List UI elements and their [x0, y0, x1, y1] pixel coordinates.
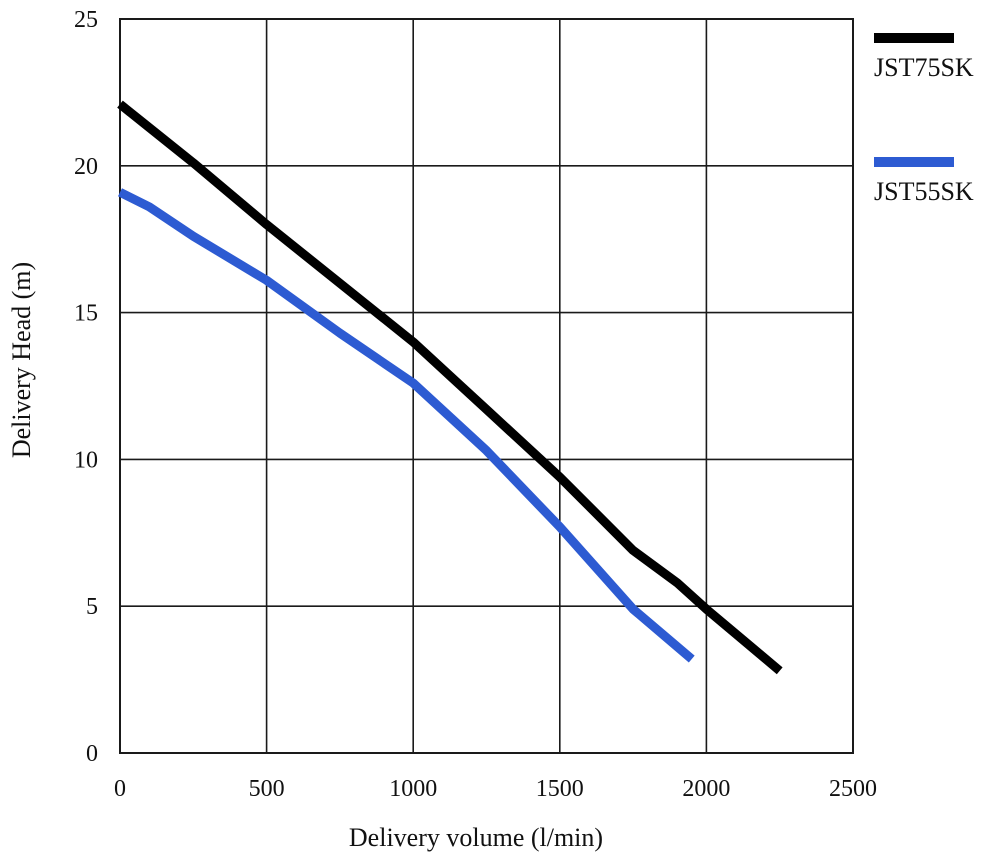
- y-tick-label: 5: [86, 594, 98, 620]
- tick-labels: 0 500 1000 1500 2000 2500 0 5 10 15 20 25: [74, 7, 877, 802]
- legend-label-jst75sk: JST75SK: [874, 53, 974, 82]
- x-tick-label: 1500: [536, 776, 584, 802]
- plot-frame: [119, 18, 854, 754]
- x-tick-label: 2000: [682, 776, 730, 802]
- legend: JST75SK JST55SK: [874, 33, 974, 206]
- y-tick-label: 25: [74, 7, 98, 33]
- x-tick-label: 500: [249, 776, 285, 802]
- y-tick-label: 10: [74, 447, 98, 473]
- x-tick-label: 0: [114, 776, 126, 802]
- legend-label-jst55sk: JST55SK: [874, 177, 974, 206]
- x-tick-label: 2500: [829, 776, 877, 802]
- x-tick-label: 1000: [389, 776, 437, 802]
- y-axis-title: Delivery Head (m): [7, 262, 36, 458]
- series-line-jst55sk: [117, 188, 695, 663]
- y-tick-label: 0: [86, 741, 98, 767]
- series-line-jst75sk: [117, 100, 783, 675]
- series-lines: [117, 100, 783, 675]
- y-tick-label: 20: [74, 154, 98, 180]
- y-tick-label: 15: [74, 301, 98, 327]
- grid: [119, 18, 854, 754]
- x-axis-title: Delivery volume (l/min): [349, 823, 603, 852]
